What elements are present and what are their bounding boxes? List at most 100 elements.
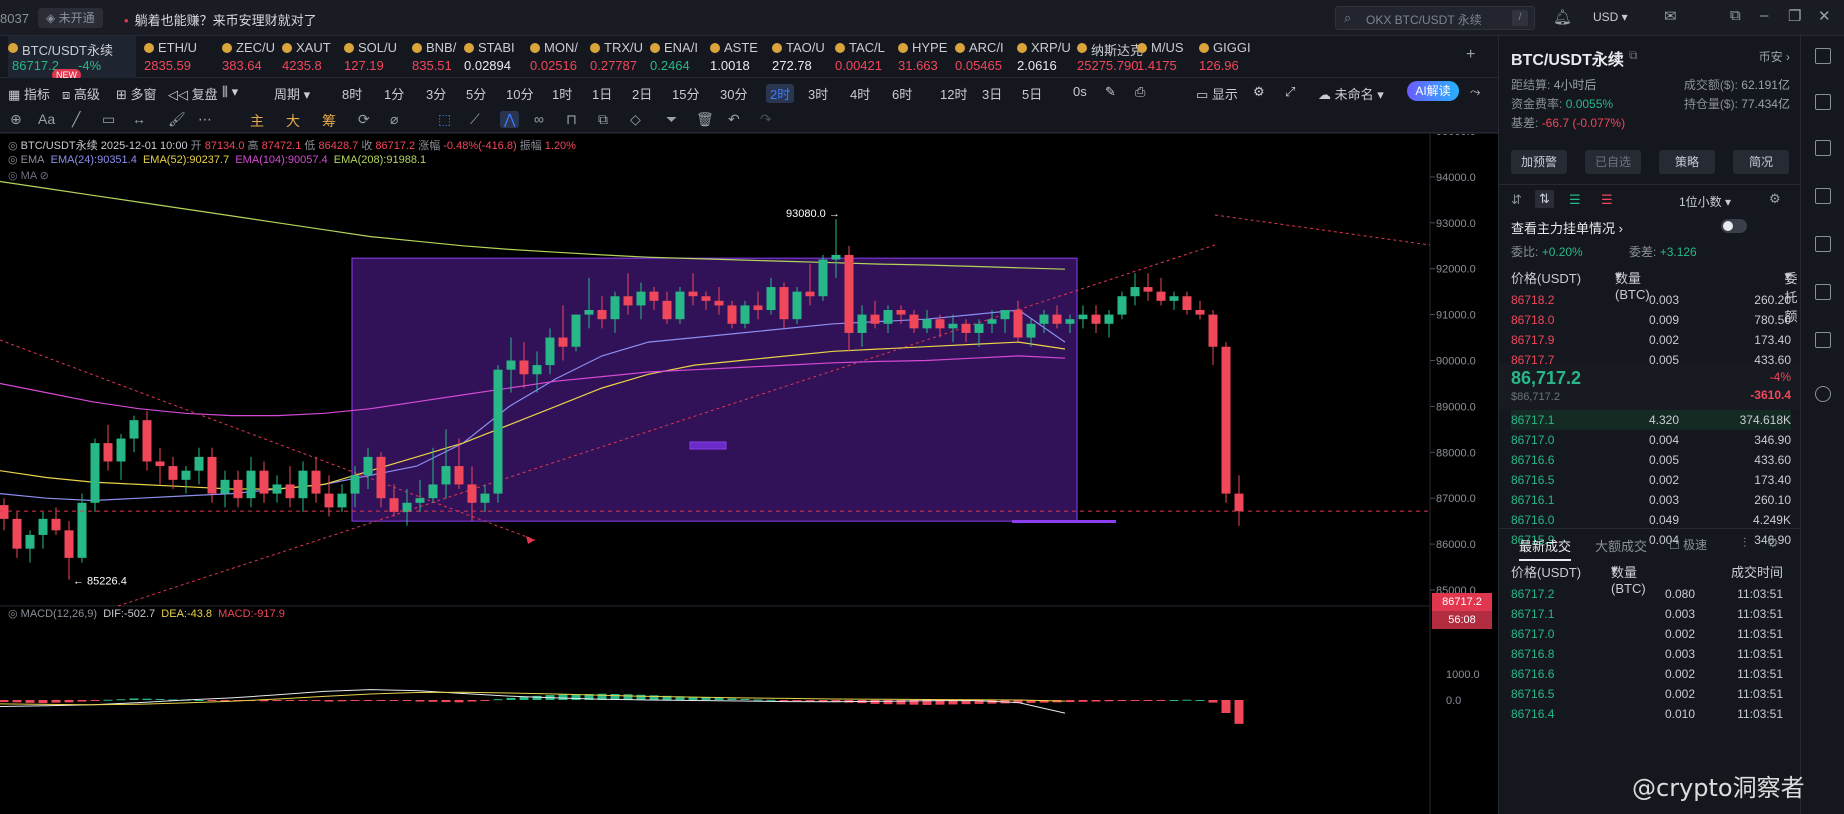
currency-select[interactable]: USD ▾ (1593, 10, 1628, 24)
chart-type-icon[interactable]: ⫼ ▾ (222, 84, 239, 99)
candle-body[interactable] (1234, 493, 1244, 512)
calendar-icon[interactable] (1815, 284, 1831, 300)
crosshair-icon[interactable]: ⊕ (10, 111, 22, 127)
candle-body[interactable] (558, 337, 568, 347)
ticker-item[interactable]: GIGGI 126.96 (1199, 36, 1251, 78)
magnet-icon[interactable]: ⋀ (500, 111, 520, 128)
macd-eye-icon[interactable]: ◎ (8, 608, 21, 620)
ticker-item[interactable]: 纳斯达克 25275.790 (1077, 36, 1143, 78)
candle-body[interactable] (363, 456, 373, 476)
settings-icon[interactable]: ⚙ (1253, 84, 1265, 99)
ob-amount-header[interactable]: 委托额 ▾ (1784, 268, 1798, 324)
candle-body[interactable] (597, 310, 607, 320)
ob-mode-split-icon[interactable]: ⇅ (1535, 190, 1554, 208)
ticker-item[interactable]: SOL/U 127.19 (344, 36, 406, 78)
ma-eye-icon[interactable]: ◎ (8, 170, 21, 182)
screenshot-icon[interactable]: ⎙ (1135, 84, 1146, 99)
candle-body[interactable] (402, 502, 412, 512)
lock-icon[interactable]: ⊓ (566, 111, 577, 127)
trendline-up[interactable] (117, 244, 1216, 607)
interval-13[interactable]: 6时 (892, 87, 913, 102)
candle-body[interactable] (376, 456, 386, 499)
interval-6[interactable]: 1日 (592, 87, 613, 102)
trade-row[interactable]: 86716.5 0.002 11:03:51 (1511, 684, 1791, 704)
ticker-item[interactable]: TAO/U 272.78 (772, 36, 828, 78)
candle-body[interactable] (1065, 319, 1075, 324)
document-icon[interactable] (1815, 94, 1831, 110)
ticker-item[interactable]: ENA/I 0.2464 (650, 36, 704, 78)
candle-body[interactable] (857, 314, 867, 333)
candle-body[interactable] (467, 484, 477, 503)
candle-body[interactable] (298, 470, 308, 499)
candle-body[interactable] (779, 287, 789, 320)
restore-icon[interactable]: ❐ (1788, 8, 1802, 25)
line-tool-icon[interactable]: ╱ (72, 111, 81, 127)
candle-body[interactable] (1130, 287, 1140, 297)
filter-icon[interactable]: ⏷ (666, 111, 678, 127)
ticker-item[interactable]: MON/0.02516 (530, 36, 584, 78)
period-select[interactable]: 周期 ▾ (274, 87, 311, 102)
candle-body[interactable] (571, 314, 581, 347)
ticker-item[interactable]: M/US 1.4175 (1137, 36, 1193, 78)
interval-9[interactable]: 30分 (720, 87, 748, 102)
display-button[interactable]: ▭ 显示 (1196, 87, 1238, 102)
whale-orders-link[interactable]: 查看主力挂单情况 › (1511, 221, 1623, 236)
candle-body[interactable] (883, 310, 893, 324)
candle-body[interactable] (831, 254, 841, 260)
fast-toggle[interactable]: ☐ 极速 (1669, 538, 1708, 552)
interval-10[interactable]: 2时 (766, 84, 795, 103)
candle-body[interactable] (1195, 310, 1205, 315)
redo-icon[interactable]: ↷ (760, 111, 772, 127)
candle-body[interactable] (194, 456, 204, 471)
candle-body[interactable] (532, 365, 542, 375)
ob-mode-both-icon[interactable]: ⇵ (1511, 192, 1522, 207)
candle-body[interactable] (285, 484, 295, 499)
candlestick-chart[interactable]: 95000.0 94000.0 93000.0 92000.0 91000.0 90000… (0, 134, 1498, 814)
whale-toggle[interactable] (1721, 219, 1747, 233)
candle-body[interactable] (636, 291, 646, 306)
trade-qty-header[interactable]: 数量(BTC) ▾ (1611, 562, 1646, 596)
candle-body[interactable] (233, 479, 243, 499)
ruler-icon[interactable]: ⟋ (470, 111, 480, 127)
candle-body[interactable] (714, 300, 724, 306)
candle-body[interactable] (649, 291, 659, 301)
template-icon[interactable]: ⧉ (598, 111, 608, 127)
candle-body[interactable] (324, 493, 334, 508)
candle-body[interactable] (805, 291, 815, 297)
candle-body[interactable] (584, 310, 594, 315)
orderbook-row[interactable]: 86717.0 0.004 346.90 (1511, 430, 1791, 450)
candle-body[interactable] (727, 305, 737, 324)
candle-body[interactable] (1208, 314, 1218, 347)
candle-body[interactable] (337, 493, 347, 508)
tab-latest-trades[interactable]: 最新成交 (1519, 536, 1572, 561)
ticker-item[interactable]: TAC/L 0.00421 (835, 36, 891, 78)
box-handle[interactable] (1012, 520, 1116, 523)
candle-body[interactable] (480, 493, 490, 503)
chart-area[interactable]: 95000.0 94000.0 93000.0 92000.0 91000.0 90000… (0, 134, 1498, 814)
trade-row[interactable]: 86716.4 0.010 11:03:51 (1511, 704, 1791, 724)
seconds-button[interactable]: 0s (1073, 84, 1087, 99)
candle-body[interactable] (506, 360, 516, 370)
candle-body[interactable] (142, 420, 152, 462)
analytics-icon[interactable] (1815, 188, 1831, 204)
candle-body[interactable] (415, 498, 425, 503)
link-icon[interactable]: ∞ (534, 111, 544, 127)
candle-body[interactable] (623, 296, 633, 306)
interval-12[interactable]: 4时 (850, 87, 871, 102)
candle-body[interactable] (1000, 310, 1010, 320)
candle-body[interactable] (64, 530, 74, 558)
history-icon[interactable] (1815, 386, 1831, 402)
candle-body[interactable] (168, 466, 178, 480)
popout-icon[interactable]: ⧉ (1730, 7, 1741, 24)
trades-settings-icon[interactable]: ⚙ (1767, 535, 1779, 550)
candle-body[interactable] (207, 456, 217, 494)
candle-body[interactable] (935, 319, 945, 329)
notes-icon[interactable] (1815, 140, 1831, 156)
candle-body[interactable] (792, 291, 802, 320)
candle-body[interactable] (519, 360, 529, 375)
add-alert-button[interactable]: 加预警 (1511, 150, 1567, 174)
trendline-edge[interactable] (1214, 214, 1431, 246)
bell-icon[interactable]: 🔔︎ (1553, 9, 1573, 26)
add-ticker-icon[interactable]: + (1466, 46, 1476, 63)
tab-big-trades[interactable]: 大额成交 (1595, 539, 1648, 554)
